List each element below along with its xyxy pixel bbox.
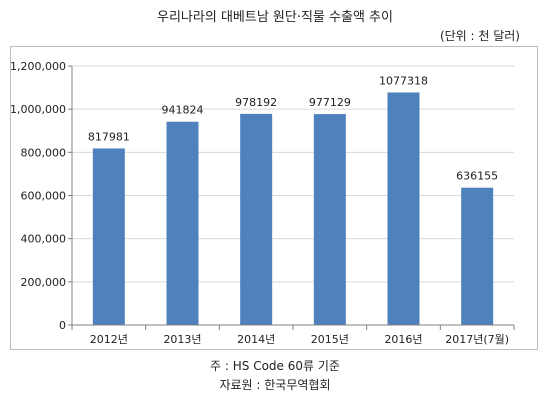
chart-frame bbox=[10, 46, 538, 350]
x-tick-label: 2017년(7월) bbox=[445, 333, 509, 346]
bar bbox=[240, 113, 273, 325]
y-tick-label: 0 bbox=[59, 319, 66, 332]
data-label: 817981 bbox=[88, 130, 130, 143]
x-tick-label: 2014년 bbox=[237, 333, 275, 346]
y-tick-label: 200,000 bbox=[21, 276, 67, 289]
x-tick-label: 2013년 bbox=[163, 333, 201, 346]
data-label: 978192 bbox=[235, 96, 277, 109]
data-label: 977129 bbox=[309, 96, 351, 109]
data-label: 636155 bbox=[456, 170, 498, 183]
bar bbox=[461, 187, 494, 325]
data-label: 941824 bbox=[162, 104, 204, 117]
chart-title: 우리나라의 대베트남 원단·직물 수출액 추이 bbox=[157, 10, 393, 25]
x-tick-label: 2015년 bbox=[311, 333, 349, 346]
bar bbox=[166, 121, 199, 325]
bar bbox=[313, 114, 346, 325]
x-tick-label: 2012년 bbox=[90, 333, 128, 346]
y-tick-label: 1,000,000 bbox=[10, 103, 66, 116]
y-tick-label: 1,200,000 bbox=[10, 60, 66, 73]
y-tick-label: 600,000 bbox=[21, 190, 67, 203]
source-code-note: 주 : HS Code 60류 기준 bbox=[210, 359, 340, 373]
y-tick-label: 400,000 bbox=[21, 233, 67, 246]
source-note: 자료원 : 한국무역협회 bbox=[219, 378, 331, 392]
data-label: 1077318 bbox=[379, 74, 428, 87]
bar bbox=[387, 92, 420, 325]
bar bbox=[92, 148, 125, 325]
unit-label: (단위 : 천 달러) bbox=[439, 29, 520, 43]
x-tick-label: 2016년 bbox=[384, 333, 422, 346]
y-tick-label: 800,000 bbox=[21, 146, 67, 159]
